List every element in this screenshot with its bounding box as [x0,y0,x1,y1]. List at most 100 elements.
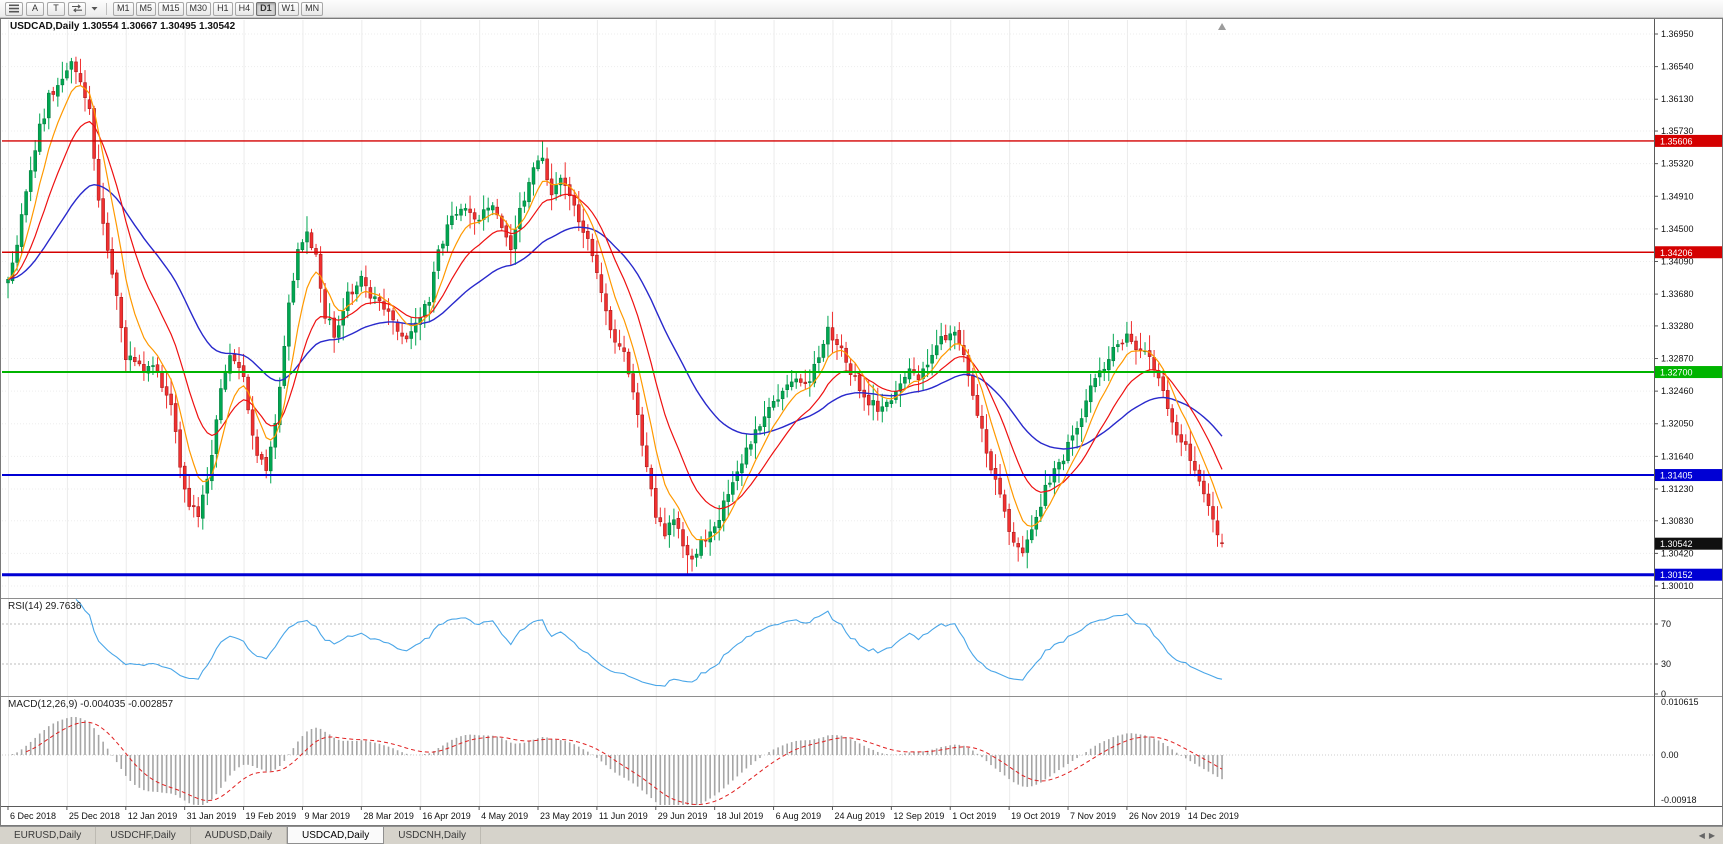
macd-axis-label: 0.010615 [1661,697,1699,707]
annotate-tool-button[interactable]: A [26,1,44,16]
chart-window[interactable]: 1.36950 1.36540 1.36130 1.35730 1.35320 1.349… [0,18,1723,826]
date-axis-label: 29 Jun 2019 [658,811,708,821]
price-axis-label: 1.32870 [1661,354,1694,364]
toolbar: A T M1 M5 M15 M30 H1 H4 D1 W1 MN [0,0,1723,18]
timeframe-button-d1[interactable]: D1 [256,1,276,16]
timeframe-group: M1 M5 M15 M30 H1 H4 D1 W1 MN [113,1,324,16]
tab-scroll-left-button[interactable]: ◀ [1698,830,1705,840]
timeframe-button-mn[interactable]: MN [301,1,324,16]
timeframe-button-m5[interactable]: M5 [135,1,157,16]
date-axis-label: 6 Aug 2019 [776,811,822,821]
symbol-tab-usdcnh-daily[interactable]: USDCNH,Daily [384,827,482,844]
price-badge-label: 1.30152 [1660,570,1693,580]
ma-slow-line [7,183,1223,450]
price-badge [1655,469,1722,482]
symbol-tab-usdcad-daily[interactable]: USDCAD,Daily [287,827,385,844]
price-line-badges: 1.35606 1.34206 1.32700 1.31405 1.30542 1.301… [1655,134,1722,581]
chevron-down-icon [91,7,98,11]
tools-dropdown-button[interactable] [89,2,100,16]
price-badge [1655,366,1722,379]
date-axis-label: 16 Apr 2019 [422,811,471,821]
timeframe-button-m1[interactable]: M1 [113,1,134,16]
price-axis-label: 1.32050 [1661,419,1694,429]
chart-canvas[interactable]: 1.36950 1.36540 1.36130 1.35730 1.35320 1.349… [0,18,1723,826]
price-badge-label: 1.31405 [1660,471,1693,481]
chart-frame [0,18,1723,826]
price-badge-label: 1.32700 [1660,368,1693,378]
price-axis-label: 1.30420 [1661,548,1694,558]
timeframe-button-m15[interactable]: M15 [158,1,184,16]
swap-arrows-icon [72,4,82,13]
price-axis-label: 1.34090 [1661,256,1694,266]
tab-scroll-arrows: ◀ ▶ [1691,827,1723,844]
price-axis-label: 1.34910 [1661,191,1694,201]
date-axis-label: 25 Dec 2018 [69,811,120,821]
price-axis-label: 1.34500 [1661,224,1694,234]
text-tool-label: T [53,3,59,13]
symbol-tab-usdchf-daily[interactable]: USDCHF,Daily [96,827,191,844]
cycle-symbols-button[interactable] [68,1,86,16]
price-axis-label: 1.36130 [1661,94,1694,104]
grid [2,20,1654,806]
chart-shift-marker[interactable] [1218,23,1227,30]
macd-histogram [11,716,1223,805]
symbol-tab-eurusd-daily[interactable]: EURUSD,Daily [0,827,97,844]
rsi-line [75,599,1223,687]
price-axis-label: 1.32460 [1661,386,1694,396]
symbol-tab-audusd-daily[interactable]: AUDUSD,Daily [191,827,288,844]
date-axis-label: 1 Oct 2019 [952,811,996,821]
price-badge-label: 1.30542 [1660,539,1693,549]
date-axis-label: 24 Aug 2019 [834,811,885,821]
price-axis-label: 1.30010 [1661,581,1694,591]
price-badge [1655,246,1722,259]
macd-axis-label: 0.00 [1661,750,1679,760]
price-badge-label: 1.35606 [1660,136,1693,146]
timeframe-button-h1[interactable]: H1 [213,1,233,16]
date-axis-label: 19 Feb 2019 [246,811,297,821]
price-axis-label: 1.31640 [1661,451,1694,461]
price-axis-label: 1.31230 [1661,484,1694,494]
date-axis-label: 19 Oct 2019 [1011,811,1060,821]
date-axis-label: 12 Sep 2019 [893,811,944,821]
date-axis-label: 28 Mar 2019 [363,811,414,821]
price-axis: 1.36950 1.36540 1.36130 1.35730 1.35320 1.349… [1654,29,1699,805]
symbol-tab-list: EURUSD,Daily USDCHF,Daily AUDUSD,Daily USDC… [0,827,482,844]
price-badge [1655,537,1722,550]
date-axis-label: 7 Nov 2019 [1070,811,1116,821]
text-tool-button[interactable]: T [47,1,65,16]
price-axis-label: 1.36950 [1661,29,1694,39]
date-axis-label: 4 May 2019 [481,811,528,821]
date-axis-label: 6 Dec 2018 [10,811,56,821]
candlestick-series [6,56,1224,575]
timeframe-button-m30[interactable]: M30 [185,1,212,16]
date-axis-label: 23 May 2019 [540,811,592,821]
horizontal-lines [2,140,1654,577]
price-axis-label: 1.36540 [1661,62,1694,72]
ma-mid-line [7,120,1223,510]
moving-averages [7,84,1223,541]
date-axis: 6 Dec 2018 25 Dec 2018 12 Jan 2019 31 Jan 2… [7,806,1239,821]
hamburger-icon [9,4,19,13]
date-axis-label: 9 Mar 2019 [304,811,350,821]
timeframe-button-h4[interactable]: H4 [234,1,255,16]
date-axis-label: 31 Jan 2019 [187,811,237,821]
annotate-tool-label: A [31,3,38,13]
menu-button[interactable] [5,1,23,16]
date-axis-label: 14 Dec 2019 [1188,811,1239,821]
macd-axis-label: -0.00918 [1661,795,1697,805]
macd-signal-line [25,721,1223,805]
price-axis-label: 1.35320 [1661,159,1694,169]
timeframe-button-w1[interactable]: W1 [277,1,300,16]
price-axis-label: 1.30830 [1661,516,1694,526]
price-badge [1655,134,1722,147]
rsi-axis-label: 0 [1661,689,1666,699]
ma-fast-line [7,84,1223,541]
rsi-axis-label: 30 [1661,659,1671,669]
rsi-pane [2,623,1654,665]
rsi-axis-label: 70 [1661,619,1671,629]
date-axis-label: 12 Jan 2019 [128,811,178,821]
price-badge [1655,568,1722,581]
price-axis-label: 1.35730 [1661,126,1694,136]
date-axis-label: 26 Nov 2019 [1129,811,1180,821]
tab-scroll-right-button[interactable]: ▶ [1708,830,1715,840]
